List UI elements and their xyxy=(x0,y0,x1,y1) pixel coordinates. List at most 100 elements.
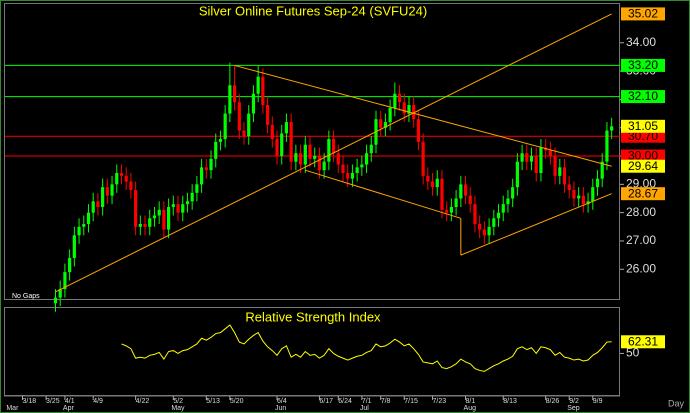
trendline xyxy=(460,193,612,256)
rsi-title: Relative Strength Index xyxy=(245,309,381,324)
candle-body xyxy=(383,122,388,128)
candle-body xyxy=(355,167,359,174)
level-label: 32.10 xyxy=(628,89,658,103)
candle-body xyxy=(529,156,534,162)
candle-body xyxy=(605,130,609,162)
candle-body xyxy=(501,204,505,213)
candle-body xyxy=(595,178,600,188)
trendline-end-box xyxy=(621,159,665,173)
candle-body xyxy=(204,167,208,171)
candle-body xyxy=(185,201,190,205)
candle-body xyxy=(558,167,562,176)
trendline-end-label: 29.64 xyxy=(628,159,658,173)
x-tick-label: 7/1 xyxy=(362,398,372,405)
last-price-label: 31.05 xyxy=(628,119,658,133)
candle-body xyxy=(331,139,336,154)
level-box xyxy=(621,58,665,72)
candle-body xyxy=(511,187,515,199)
month-label: Mar xyxy=(6,405,19,412)
candle-body xyxy=(171,204,175,207)
month-label: Apr xyxy=(63,405,75,412)
candle-body xyxy=(591,187,595,202)
month-label: Sep xyxy=(567,405,580,412)
candle-body xyxy=(478,223,482,230)
candle-body xyxy=(232,85,237,103)
x-tick-label: 4/22 xyxy=(136,398,150,405)
candle-body xyxy=(157,209,161,216)
x-tick-label: 7/15 xyxy=(404,398,418,405)
candle-body xyxy=(553,156,557,176)
candle-body xyxy=(101,187,105,207)
candle-body xyxy=(454,198,458,207)
x-tick-label: 6/17 xyxy=(319,398,333,405)
marks-layer xyxy=(53,13,614,372)
candle-body xyxy=(115,173,119,185)
candle-body xyxy=(228,85,232,114)
candle-body xyxy=(265,105,270,125)
candle-body xyxy=(284,122,289,134)
candle-body xyxy=(105,187,109,196)
candle-body xyxy=(581,195,585,205)
candle-body xyxy=(572,190,576,199)
rsi-line xyxy=(121,324,612,372)
candle-body xyxy=(426,175,430,182)
candle-body xyxy=(360,164,364,168)
month-label: Jun xyxy=(275,405,286,412)
rsi-tick-label: 50 xyxy=(626,346,640,360)
candle-body xyxy=(289,122,293,162)
candle-body xyxy=(435,178,439,188)
y-tick-label: 27.00 xyxy=(626,233,656,247)
candle-body xyxy=(487,226,491,236)
candle-body xyxy=(525,153,529,162)
candle-body xyxy=(336,153,340,165)
price-panel xyxy=(4,3,620,300)
x-tick-label: 3/18 xyxy=(22,398,36,405)
x-tick-label: 5/13 xyxy=(206,398,220,405)
candle-body xyxy=(298,153,303,165)
month-label: Jul xyxy=(360,405,369,412)
candle-body xyxy=(190,192,194,202)
candle-body xyxy=(327,139,331,162)
x-tick-label: 9/2 xyxy=(569,398,579,405)
candle-body xyxy=(82,223,86,227)
candle-body xyxy=(152,215,157,219)
candle-body xyxy=(77,226,81,236)
candle-body xyxy=(534,156,538,174)
x-tick-label: 7/8 xyxy=(381,398,391,405)
x-tick-label: 4/1 xyxy=(65,398,75,405)
candle-body xyxy=(567,184,571,191)
candle-body xyxy=(181,204,185,213)
candle-body xyxy=(515,161,519,188)
candle-body xyxy=(397,93,402,103)
x-tick-label: 8/26 xyxy=(546,398,560,405)
candle-body xyxy=(317,156,322,171)
candle-body xyxy=(58,289,62,298)
x-axis-label: Day xyxy=(668,398,685,408)
candle-body xyxy=(496,212,501,219)
candle-body xyxy=(350,173,355,179)
trendline-end-label: 28.67 xyxy=(628,186,658,200)
candle-body xyxy=(261,76,265,106)
trendline-end-box xyxy=(621,7,665,21)
labels-layer: 33.2032.1030.7030.0031.0535.0229.6428.67… xyxy=(621,7,665,348)
x-tick-label: 9/9 xyxy=(593,398,603,405)
candle-body xyxy=(548,150,552,157)
x-tick-label: 5/20 xyxy=(230,398,244,405)
level-box xyxy=(621,90,665,104)
candle-body xyxy=(275,139,279,157)
candle-body xyxy=(195,184,199,193)
trendline xyxy=(234,64,612,167)
candle-body xyxy=(148,218,152,227)
candle-body xyxy=(129,181,133,191)
level-box xyxy=(621,129,665,143)
candle-body xyxy=(96,201,100,207)
y-tick-label: 28.00 xyxy=(626,205,656,219)
trendline-end-box xyxy=(621,187,665,201)
candle-body xyxy=(445,209,449,213)
candle-body xyxy=(270,124,274,140)
candle-body xyxy=(412,105,416,120)
candle-body xyxy=(322,161,326,171)
candle-body xyxy=(237,102,241,131)
